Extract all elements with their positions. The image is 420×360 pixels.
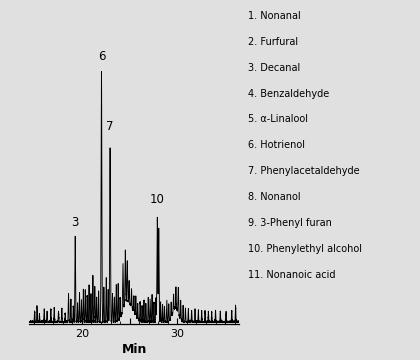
Text: 11. Nonanoic acid: 11. Nonanoic acid: [248, 270, 335, 280]
Text: 2. Furfural: 2. Furfural: [248, 37, 298, 47]
Text: 4. Benzaldehyde: 4. Benzaldehyde: [248, 89, 329, 99]
Text: 7: 7: [106, 120, 113, 133]
Text: 8. Nonanol: 8. Nonanol: [248, 192, 300, 202]
Text: 10. Phenylethyl alcohol: 10. Phenylethyl alcohol: [248, 244, 362, 254]
Text: 1. Nonanal: 1. Nonanal: [248, 11, 301, 21]
X-axis label: Min: Min: [122, 343, 147, 356]
Text: 3: 3: [71, 216, 79, 229]
Text: 10: 10: [150, 193, 164, 206]
Text: 5. α-Linalool: 5. α-Linalool: [248, 114, 308, 125]
Text: 3. Decanal: 3. Decanal: [248, 63, 300, 73]
Text: 6. Hotrienol: 6. Hotrienol: [248, 140, 305, 150]
Text: 6: 6: [98, 50, 105, 63]
Text: 9. 3-Phenyl furan: 9. 3-Phenyl furan: [248, 218, 332, 228]
Text: 7. Phenylacetaldehyde: 7. Phenylacetaldehyde: [248, 166, 360, 176]
